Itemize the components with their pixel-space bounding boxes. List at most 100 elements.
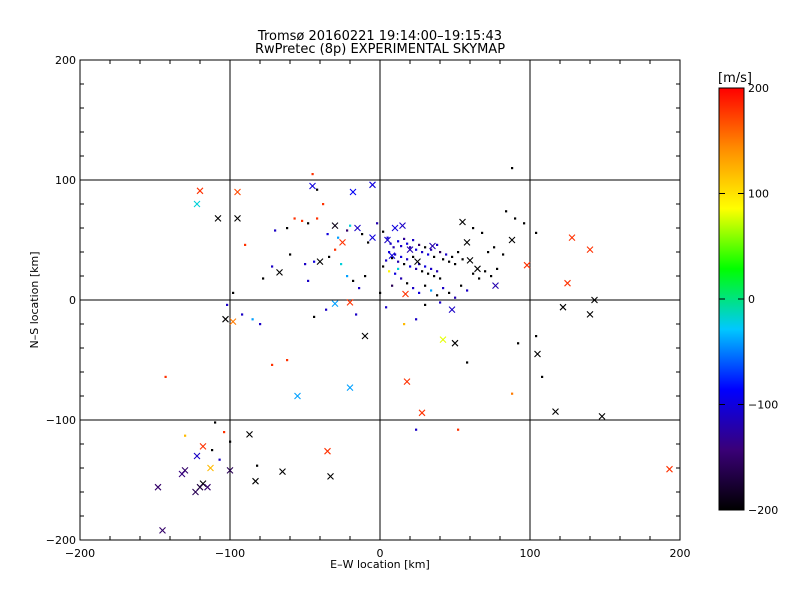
- data-dot: [472, 227, 475, 230]
- data-dot: [325, 308, 328, 311]
- data-cross-stroke: [418, 409, 426, 417]
- data-cross: [346, 384, 354, 391]
- data-cross-stroke: [439, 336, 447, 343]
- data-dot: [214, 421, 217, 424]
- data-cross-stroke: [193, 452, 201, 460]
- data-cross-stroke: [384, 236, 391, 244]
- data-dot: [493, 246, 496, 249]
- data-dot: [487, 251, 490, 254]
- data-dot: [394, 272, 397, 275]
- data-cross: [508, 236, 516, 244]
- data-dot: [433, 275, 436, 278]
- data-dot: [352, 279, 355, 282]
- data-dot: [478, 277, 481, 280]
- data-cross-stroke: [523, 261, 531, 269]
- data-cross-stroke: [534, 350, 541, 358]
- data-cross: [294, 392, 301, 400]
- data-cross-stroke: [234, 215, 241, 222]
- data-cross: [564, 279, 571, 287]
- data-dot: [164, 375, 167, 378]
- data-dot: [442, 287, 445, 290]
- y-tick-label: 100: [55, 174, 76, 187]
- data-cross: [222, 315, 229, 323]
- data-dot: [307, 222, 310, 225]
- data-cross: [327, 473, 334, 480]
- data-dot: [466, 361, 469, 364]
- data-dot: [412, 255, 415, 258]
- data-cross-stroke: [568, 234, 576, 241]
- data-dot: [406, 242, 409, 245]
- data-cross-stroke: [324, 447, 331, 455]
- x-tick-label: 200: [670, 547, 691, 560]
- data-cross-stroke: [369, 181, 376, 189]
- data-dot: [457, 428, 460, 431]
- data-dot: [460, 284, 463, 287]
- data-dot: [382, 230, 385, 233]
- data-dot: [326, 233, 329, 236]
- data-dot: [313, 315, 316, 318]
- data-cross: [552, 408, 559, 415]
- data-cross: [214, 215, 222, 222]
- data-dot: [535, 335, 538, 338]
- data-dot: [211, 449, 214, 452]
- data-dot: [535, 231, 538, 234]
- data-cross: [199, 443, 207, 450]
- data-cross: [414, 258, 421, 265]
- data-cross: [459, 218, 466, 226]
- data-cross-stroke: [193, 200, 201, 208]
- data-dot: [517, 342, 520, 345]
- data-dot: [415, 318, 418, 321]
- data-cross: [391, 224, 399, 232]
- data-dot: [397, 260, 400, 263]
- data-cross-stroke: [204, 483, 211, 491]
- data-dot: [241, 313, 244, 316]
- data-dot: [364, 275, 367, 278]
- data-dot: [409, 246, 412, 249]
- colorbar-label: [m/s]: [718, 71, 752, 86]
- data-cross: [252, 477, 259, 485]
- data-dot: [271, 363, 274, 366]
- data-cross-stroke: [234, 188, 241, 196]
- data-cross: [193, 452, 201, 460]
- data-dot: [424, 265, 427, 268]
- data-dot: [388, 270, 391, 273]
- data-dot: [389, 242, 392, 245]
- data-cross-stroke: [159, 527, 166, 534]
- data-dot: [454, 296, 457, 299]
- data-cross: [388, 252, 396, 259]
- data-cross: [331, 222, 339, 229]
- data-dot: [251, 318, 254, 321]
- x-tick-label: −100: [215, 547, 245, 560]
- data-cross-stroke: [207, 464, 214, 472]
- data-dot: [436, 294, 439, 297]
- data-dot: [403, 263, 406, 266]
- data-dot: [391, 284, 394, 287]
- data-cross: [418, 409, 426, 417]
- data-dot: [358, 287, 361, 290]
- data-dot: [307, 279, 310, 282]
- data-dot: [184, 434, 187, 437]
- data-dot: [349, 224, 352, 227]
- data-cross: [361, 332, 369, 340]
- data-cross: [193, 200, 201, 208]
- colorbar-tick-label: 200: [748, 82, 769, 95]
- data-cross-stroke: [474, 265, 481, 273]
- data-dot: [385, 259, 388, 262]
- data-cross: [474, 265, 481, 273]
- data-dot: [448, 291, 451, 294]
- data-dot: [427, 272, 430, 275]
- data-cross-stroke: [339, 239, 346, 246]
- data-cross-stroke: [196, 187, 204, 195]
- data-cross-stroke: [559, 303, 567, 311]
- y-tick-label: 0: [69, 294, 76, 307]
- data-cross: [339, 239, 346, 246]
- data-cross-stroke: [598, 413, 606, 420]
- data-cross-stroke: [459, 218, 466, 226]
- data-dot: [472, 272, 475, 275]
- data-cross: [331, 300, 339, 307]
- data-dot: [466, 289, 469, 292]
- data-cross: [402, 290, 409, 298]
- data-dot: [394, 253, 397, 256]
- data-dot: [406, 282, 409, 285]
